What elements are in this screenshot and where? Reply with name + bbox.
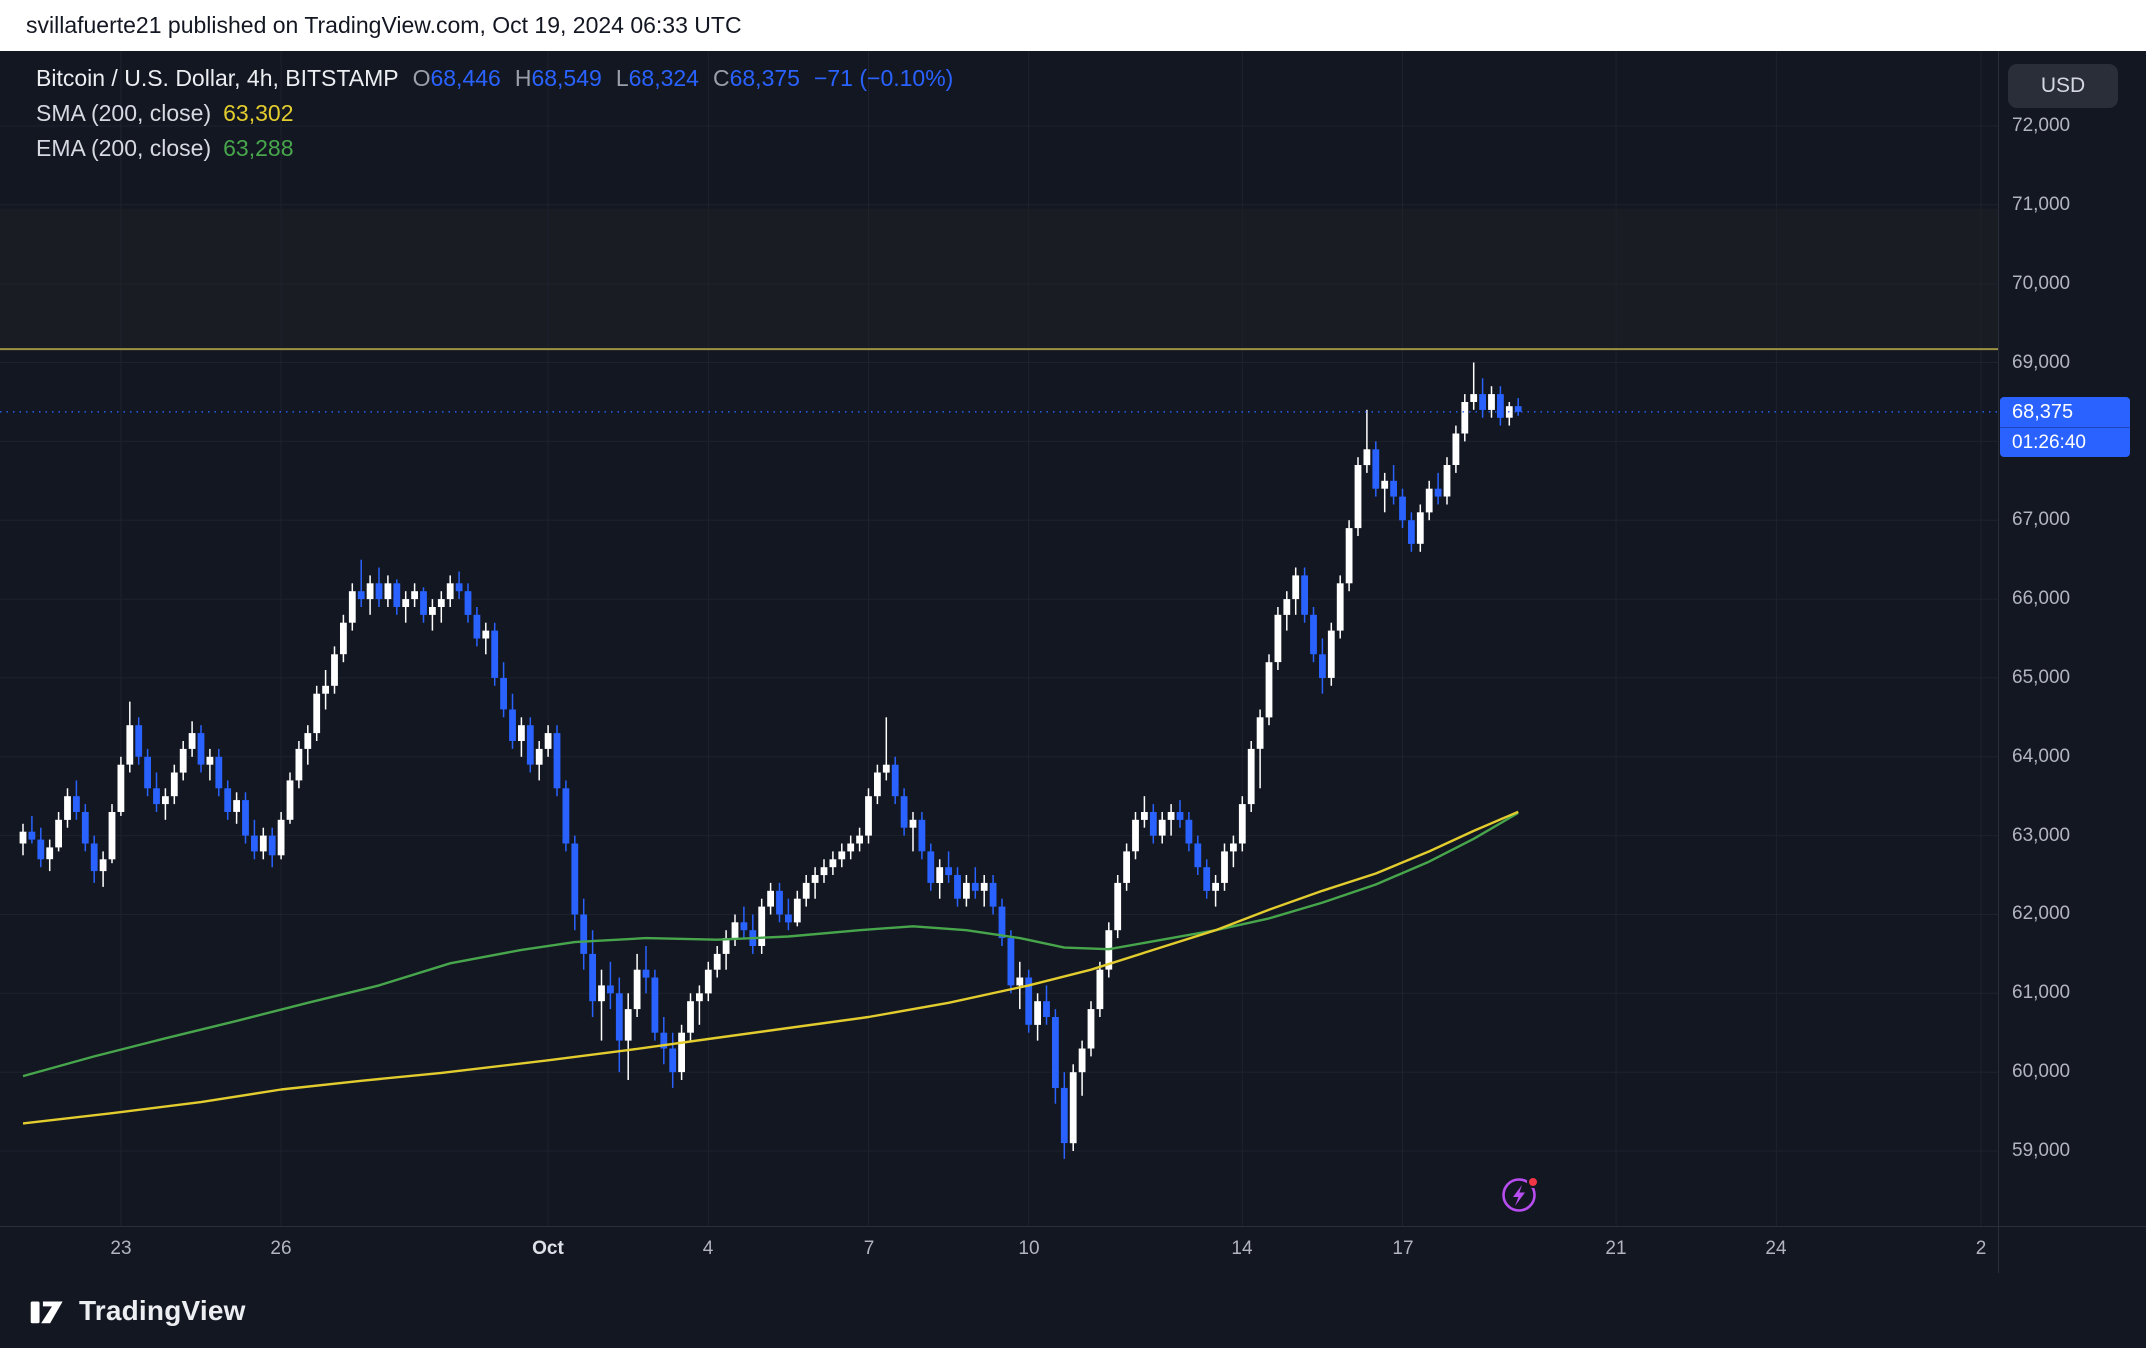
price-tick-label: 71,000: [2012, 194, 2071, 215]
time-tick-label: 21: [1605, 1238, 1627, 1259]
time-tick-label: 2: [1975, 1238, 1987, 1259]
open-key: O: [412, 65, 431, 91]
publisher-text: svillafuerte21 published on TradingView.…: [26, 12, 742, 38]
price-tick-label: 59,000: [2012, 1140, 2071, 1161]
time-tick-label: 14: [1231, 1238, 1253, 1259]
price-tick-label: 70,000: [2012, 273, 2071, 294]
chart-legend: Bitcoin / U.S. Dollar, 4h, BITSTAMP O 68,…: [36, 65, 953, 170]
time-axis[interactable]: 23 26 Oct 4 7 10 14 17 21 24 2: [0, 1226, 2146, 1273]
ema-line: [22, 811, 1519, 1078]
price-tick-label: 63,000: [2012, 825, 2071, 846]
close-key: C: [712, 65, 730, 91]
time-tick-label: 23: [110, 1238, 132, 1259]
low-value: 68,324: [628, 65, 699, 91]
sma-legend-row[interactable]: SMA (200, close) 63,302: [36, 100, 953, 135]
price-tick-label: 61,000: [2012, 982, 2071, 1003]
footer-bar: TradingView: [0, 1273, 2146, 1348]
high-key: H: [514, 65, 532, 91]
tradingview-logo-icon[interactable]: [28, 1292, 66, 1330]
highlight-zone: [0, 208, 1998, 350]
grid-lines: [0, 51, 1998, 1226]
price-tick-label: 62,000: [2012, 903, 2071, 924]
last-price-tag: 68,375 01:26:40: [2000, 397, 2130, 457]
price-tick-label: 60,000: [2012, 1061, 2071, 1082]
low-key: L: [615, 65, 629, 91]
symbol-legend-row[interactable]: Bitcoin / U.S. Dollar, 4h, BITSTAMP O 68,…: [36, 65, 953, 100]
publisher-bar: svillafuerte21 published on TradingView.…: [0, 0, 2146, 51]
price-tick-label: 69,000: [2012, 352, 2071, 373]
change-value: −71 (−0.10%): [813, 65, 954, 91]
price-tick-label: 65,000: [2012, 667, 2071, 688]
candles-group: [19, 362, 1522, 1159]
ema-legend-row[interactable]: EMA (200, close) 63,288: [36, 135, 953, 170]
symbol-title: Bitcoin / U.S. Dollar, 4h, BITSTAMP: [36, 65, 399, 91]
close-value: 68,375: [729, 65, 800, 91]
high-value: 68,549: [531, 65, 602, 91]
price-tick-label: 67,000: [2012, 509, 2071, 530]
price-axis[interactable]: USD 72,00071,00070,00069,00068,00067,000…: [1998, 51, 2146, 1273]
price-tick-label: 64,000: [2012, 746, 2071, 767]
time-tick-label: 4: [702, 1238, 714, 1259]
chart-region: Bitcoin / U.S. Dollar, 4h, BITSTAMP O 68,…: [0, 51, 2146, 1273]
time-tick-label: 24: [1765, 1238, 1787, 1259]
currency-toggle-button[interactable]: USD: [2008, 64, 2118, 108]
time-tick-label: Oct: [532, 1238, 564, 1259]
ema-label: EMA (200, close): [36, 135, 212, 161]
price-tick-label: 72,000: [2012, 115, 2071, 136]
agile-lightning-icon[interactable]: [1496, 1171, 1544, 1219]
tradingview-brand-text[interactable]: TradingView: [79, 1294, 246, 1326]
price-chart[interactable]: [0, 51, 1998, 1226]
time-tick-label: 10: [1018, 1238, 1040, 1259]
price-tick-label: 66,000: [2012, 588, 2071, 609]
sma-label: SMA (200, close): [36, 100, 212, 126]
open-value: 68,446: [430, 65, 501, 91]
sma-line: [22, 810, 1519, 1125]
bar-countdown: 01:26:40: [2000, 427, 2130, 457]
time-tick-label: 7: [863, 1238, 875, 1259]
last-price-value: 68,375: [2000, 397, 2130, 427]
ema-value: 63,288: [223, 135, 294, 161]
sma-value: 63,302: [223, 100, 294, 126]
time-tick-label: 17: [1392, 1238, 1414, 1259]
time-tick-label: 26: [270, 1238, 292, 1259]
